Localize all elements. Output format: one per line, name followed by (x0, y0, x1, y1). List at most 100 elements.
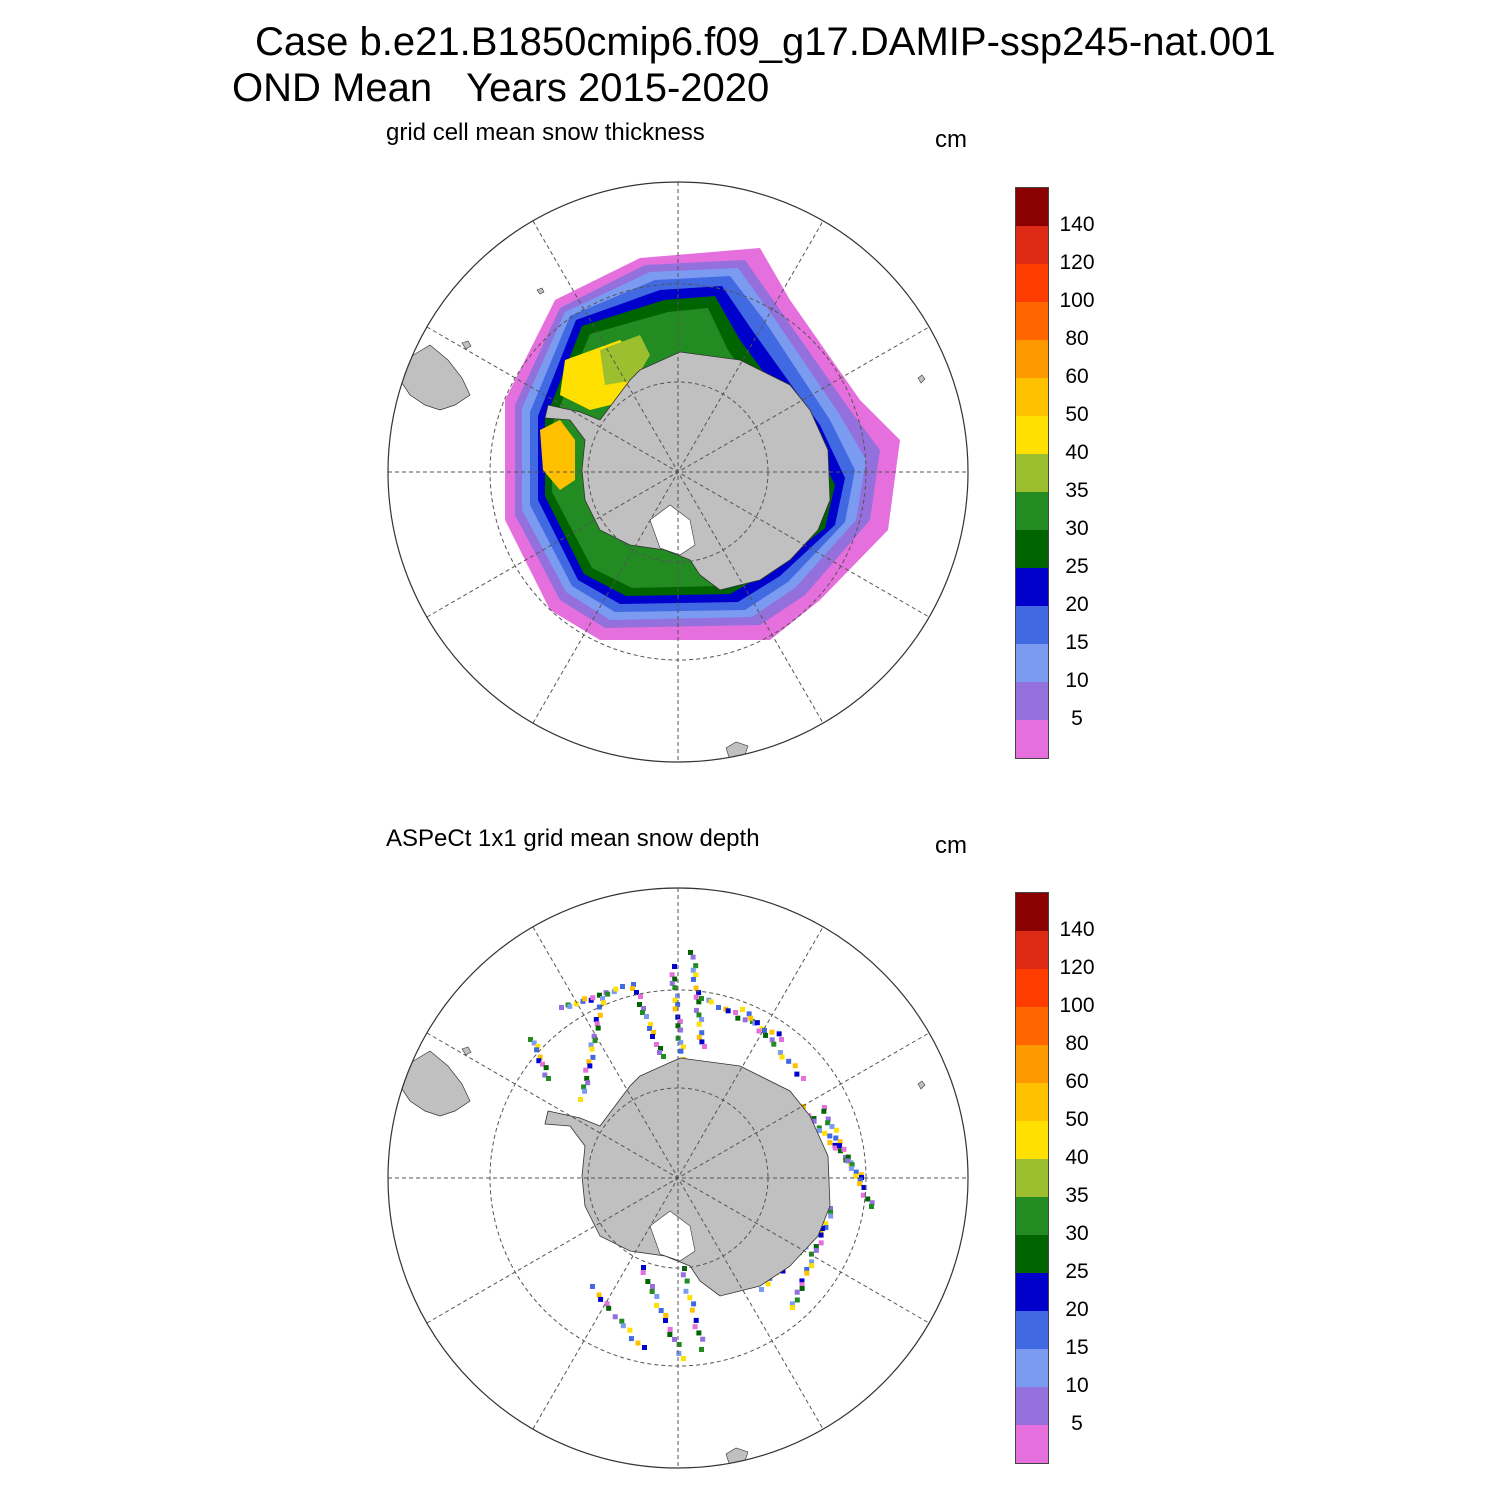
observation-cell (676, 1342, 682, 1347)
observation-cell (818, 1240, 824, 1246)
observation-cell (690, 954, 696, 960)
observation-cell (640, 1010, 645, 1015)
observation-cell (612, 1314, 618, 1320)
colorbar-tick-label: 140 (1059, 918, 1095, 941)
observation-cell (580, 998, 586, 1004)
observation-cell (693, 994, 699, 1000)
observation-cell (540, 1061, 545, 1067)
observation-cell (857, 1181, 863, 1187)
observation-cell (845, 1154, 851, 1160)
observation-cell (581, 1084, 587, 1090)
panel-title-model: grid cell mean snow thickness (386, 119, 705, 146)
observation-cell (799, 1285, 805, 1291)
colorbar-tick-label: 120 (1059, 251, 1095, 274)
colorbar-swatch (1016, 1235, 1048, 1273)
observation-cell (630, 986, 635, 991)
observation-cell (809, 1263, 815, 1269)
observation-cell (654, 1303, 659, 1308)
colorbar-swatch (1016, 1425, 1048, 1463)
observation-cell (691, 1301, 697, 1307)
colorbar-tick-label: 40 (1065, 441, 1089, 464)
ross-ice-shelf-gap (649, 1210, 696, 1262)
observation-cell (663, 1318, 668, 1323)
observation-cell (658, 1308, 664, 1313)
observation-cell (649, 1289, 655, 1294)
colorbar-swatch (1016, 340, 1048, 378)
observation-cell (735, 1015, 741, 1021)
observation-cell (634, 990, 639, 995)
kerguelen-island (917, 374, 926, 384)
observation-cell (677, 1018, 683, 1024)
observation-cell (801, 1104, 806, 1109)
colorbar-tick-label: 15 (1065, 1336, 1089, 1359)
colorbar-swatch (1016, 264, 1048, 302)
figure-title-case: Case b.e21.B1850cmip6.f09_g17.DAMIP-ssp2… (255, 20, 1276, 64)
colorbar-swatch (1016, 1007, 1048, 1045)
observation-cell (804, 1266, 810, 1272)
observation-cell (676, 1351, 682, 1356)
observation-cell (699, 1347, 704, 1352)
observation-cell (593, 1017, 599, 1023)
observation-cell (597, 1012, 603, 1018)
colorbar-swatch (1016, 644, 1048, 682)
observation-cell (725, 1008, 731, 1014)
colorbar-tick-label: 100 (1059, 289, 1095, 312)
observation-cell (683, 1288, 689, 1294)
colorbar-tick-label: 15 (1065, 631, 1089, 654)
observation-cell (587, 1063, 593, 1069)
colorbar-swatch (1016, 454, 1048, 492)
observation-cell (638, 994, 643, 999)
observation-cell (841, 1146, 847, 1152)
observation-cell (804, 1270, 810, 1276)
colorbar-tick-label: 60 (1065, 365, 1089, 388)
observation-cell (692, 1324, 698, 1330)
colorbar-swatch (1016, 893, 1048, 931)
observation-cell (678, 1027, 684, 1033)
observation-cell (693, 1007, 699, 1013)
observation-cell (799, 1278, 805, 1284)
colorbar-tick-label: 10 (1065, 669, 1089, 692)
observation-cell (794, 1071, 800, 1077)
colorbar-swatch (1016, 1197, 1048, 1235)
observation-cell (811, 1116, 817, 1122)
observation-cell (588, 997, 594, 1003)
observation-cell (792, 1063, 798, 1069)
observation-cell (827, 1133, 833, 1139)
colorbar-tick-label: 5 (1071, 1412, 1083, 1435)
observation-cell (693, 985, 699, 991)
observation-cell (543, 1065, 549, 1071)
polar-map-obs (387, 887, 969, 1469)
colorbar-swatch (1016, 720, 1048, 758)
years-label: Years 2015-2020 (466, 66, 770, 110)
colorbar-swatch (1016, 1349, 1048, 1387)
observation-cell (678, 1048, 684, 1054)
observation-cell (809, 1259, 815, 1265)
observation-cell (789, 1301, 795, 1307)
colorbar-tick-label: 100 (1059, 994, 1095, 1017)
south-america-landmass (399, 1050, 471, 1117)
colorbar-swatch (1016, 682, 1048, 720)
observation-cell (829, 1124, 835, 1130)
observation-cell (627, 1327, 633, 1333)
figure-title-period: OND Mean Years 2015-2020 (232, 66, 769, 111)
observation-cell (678, 1040, 684, 1046)
observation-cell (680, 1272, 686, 1278)
observation-cell (696, 1330, 702, 1336)
observation-cell (752, 1020, 758, 1026)
observation-cell (690, 976, 696, 982)
observation-cell (628, 1336, 634, 1342)
observation-cell (620, 984, 625, 989)
colorbar-tick-label: 40 (1065, 1146, 1089, 1169)
observation-cell (613, 986, 619, 992)
colorbar-tick-label: 50 (1065, 1108, 1089, 1131)
observation-cell (699, 1039, 705, 1045)
observation-cell (769, 1029, 775, 1035)
observation-cell (667, 1327, 673, 1332)
observation-cell (669, 972, 675, 978)
observation-cell (591, 1033, 597, 1039)
observation-cell (708, 999, 714, 1005)
observation-cell (700, 1336, 706, 1342)
season-label: OND Mean (232, 66, 433, 110)
observation-cell (776, 1031, 782, 1037)
meridian-150 (532, 926, 824, 1430)
